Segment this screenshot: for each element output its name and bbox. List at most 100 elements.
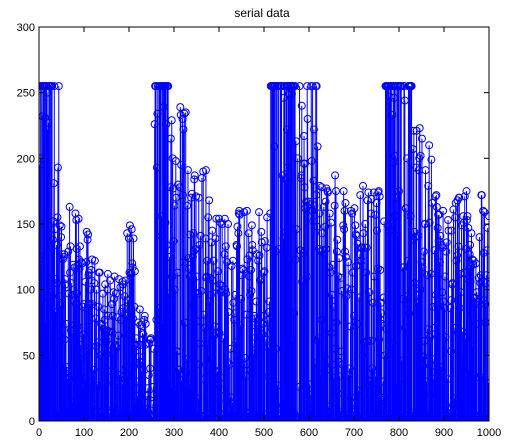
stem-marker [267,323,276,332]
stem-marker [303,114,312,123]
stem-marker [426,269,435,278]
stem-marker [432,202,441,211]
stem-marker [361,220,370,228]
stem-marker [332,318,341,327]
stem-marker [56,301,65,310]
stem-marker [85,300,94,309]
stem-marker [136,340,145,349]
stem-marker [100,305,109,314]
stem-marker [247,286,256,295]
stem-marker [338,360,347,369]
stem-marker [228,256,237,265]
stem-marker [200,310,209,319]
stem-marker [187,193,196,202]
stem-marker [217,373,226,382]
stem-marker [147,334,156,343]
stem-marker [468,342,477,351]
stem-marker [129,361,138,370]
stem-marker [374,187,383,196]
stem-marker [312,191,321,200]
plot-area [39,27,489,421]
stem-marker [81,277,90,286]
stem-marker [285,89,294,98]
stem-marker [226,344,235,353]
stem-marker [460,268,469,277]
stem-marker [476,271,485,280]
stem-marker [108,350,117,359]
stem-marker [467,309,476,318]
stem-marker [340,206,349,215]
stem-marker [51,307,60,316]
stem-marker [53,213,62,222]
stem-marker [64,247,73,256]
stem-marker [242,372,250,381]
stem-marker [330,201,339,210]
stem-marker [137,397,146,406]
y-tick-label: 250 [17,88,35,100]
stem-marker [473,411,482,420]
stem-marker [421,220,430,228]
stem-marker [431,323,439,332]
stem-marker [102,327,111,336]
stem-marker [430,355,439,364]
stem-marker [300,183,309,192]
stem-marker [48,235,57,244]
stem-marker [232,338,241,347]
stem-marker [466,241,475,250]
stem-marker [77,258,86,267]
stem-marker [145,339,154,348]
stem-marker [314,334,323,343]
stem-marker [296,246,305,255]
stem-marker [107,367,115,376]
stem-marker [179,258,188,267]
stem-marker [396,380,405,389]
stem-marker [234,229,243,238]
stem-marker [46,288,55,297]
stem-marker [237,294,246,303]
stem-marker [418,361,427,370]
stem-marker [259,319,268,328]
stem-marker [254,256,263,265]
stem-marker [392,378,401,387]
stem-marker [188,301,197,310]
stem-marker [415,124,424,133]
stem-marker [112,343,121,352]
stem-marker [413,298,422,307]
stem-marker [440,304,449,313]
stem-marker [369,188,378,197]
stem-marker [332,187,340,196]
stem-marker [479,206,488,215]
stem-marker [376,265,385,274]
stem-marker [381,351,390,360]
stem-marker [383,410,392,419]
stem-marker [39,260,46,269]
y-tick-label: 300 [17,22,35,34]
stem-marker [197,286,206,295]
stem-marker [202,272,211,281]
stem-marker [50,225,59,234]
stem-marker [373,264,382,273]
stem-marker [478,373,487,382]
stem-marker [283,163,292,172]
stem-marker [61,280,70,289]
stem-marker [182,355,191,364]
stem-marker [253,321,262,330]
stem-marker [420,336,429,345]
stem-marker [480,208,489,217]
stem-marker [297,101,306,110]
stem-marker [256,334,265,343]
stem-marker [171,385,180,394]
stem-marker [254,315,263,324]
stem-marker [153,109,162,118]
stem-marker [216,218,225,227]
stem-marker [404,309,413,318]
stem-marker [162,120,171,129]
stem-marker [309,217,318,226]
stem-marker [299,248,308,257]
stem-marker [220,250,229,259]
stem-marker [315,181,324,190]
stem-marker [424,407,433,416]
stem-marker [140,311,149,320]
stem-marker [228,398,237,407]
stem-marker [124,330,133,339]
